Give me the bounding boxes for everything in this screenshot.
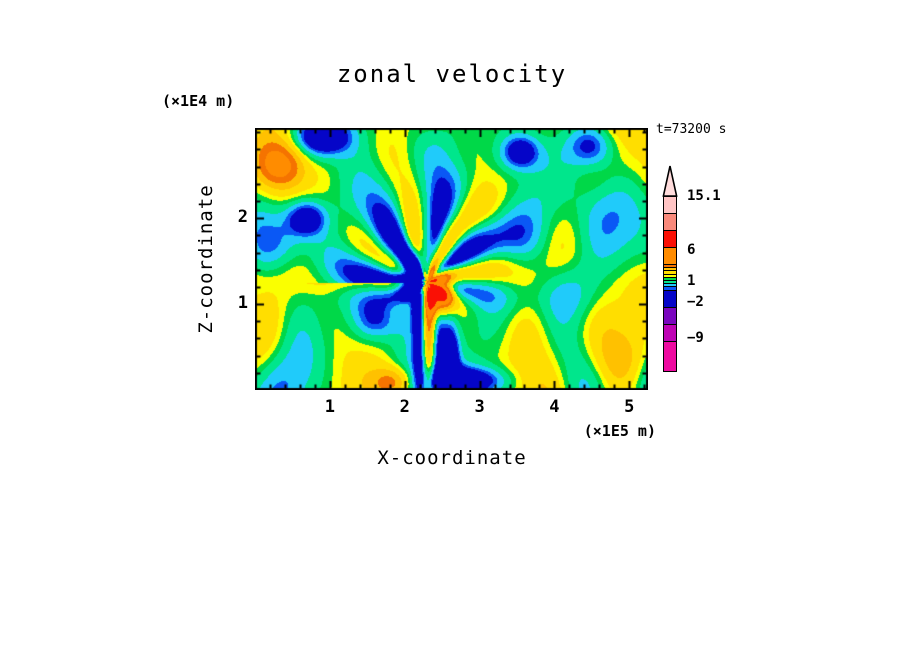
x-tick-label-3: 3	[474, 397, 485, 417]
colorbar-overflow-arrow-icon	[662, 165, 678, 197]
colorbar-segment-12	[663, 289, 677, 308]
y-axis-unit: (×1E4 m)	[162, 92, 235, 110]
colorbar-segment-1	[663, 213, 677, 231]
colorbar-label-−2: −2	[687, 293, 704, 310]
x-tick-label-1: 1	[324, 397, 335, 417]
colorbar-segment-2	[663, 230, 677, 248]
y-tick-label-1: 1	[237, 293, 248, 314]
colorbar-label-15.1: 15.1	[687, 188, 721, 205]
x-axis-label: X-coordinate	[377, 447, 527, 469]
chart-title: zonal velocity	[336, 60, 568, 88]
plot-area	[255, 128, 648, 390]
x-axis-unit: (×1E5 m)	[583, 422, 656, 440]
contour-field-canvas	[255, 128, 648, 390]
colorbar-segment-0	[663, 196, 677, 214]
colorbar-label-6: 6	[687, 242, 696, 259]
colorbar-segment-14	[663, 323, 677, 342]
x-tick-label-2: 2	[399, 397, 410, 417]
colorbar-segment-13	[663, 306, 677, 325]
x-tick-label-4: 4	[549, 397, 560, 417]
y-axis-label: Z-coordinate	[195, 184, 217, 334]
x-tick-label-5: 5	[624, 397, 635, 417]
colorbar	[663, 196, 677, 372]
colorbar-segment-15	[663, 340, 677, 372]
colorbar-segment-3	[663, 247, 677, 265]
time-annotation: t=73200 s	[656, 122, 727, 137]
y-tick-label-2: 2	[237, 207, 248, 228]
colorbar-label-−9: −9	[687, 329, 704, 346]
colorbar-label-1: 1	[687, 272, 696, 289]
